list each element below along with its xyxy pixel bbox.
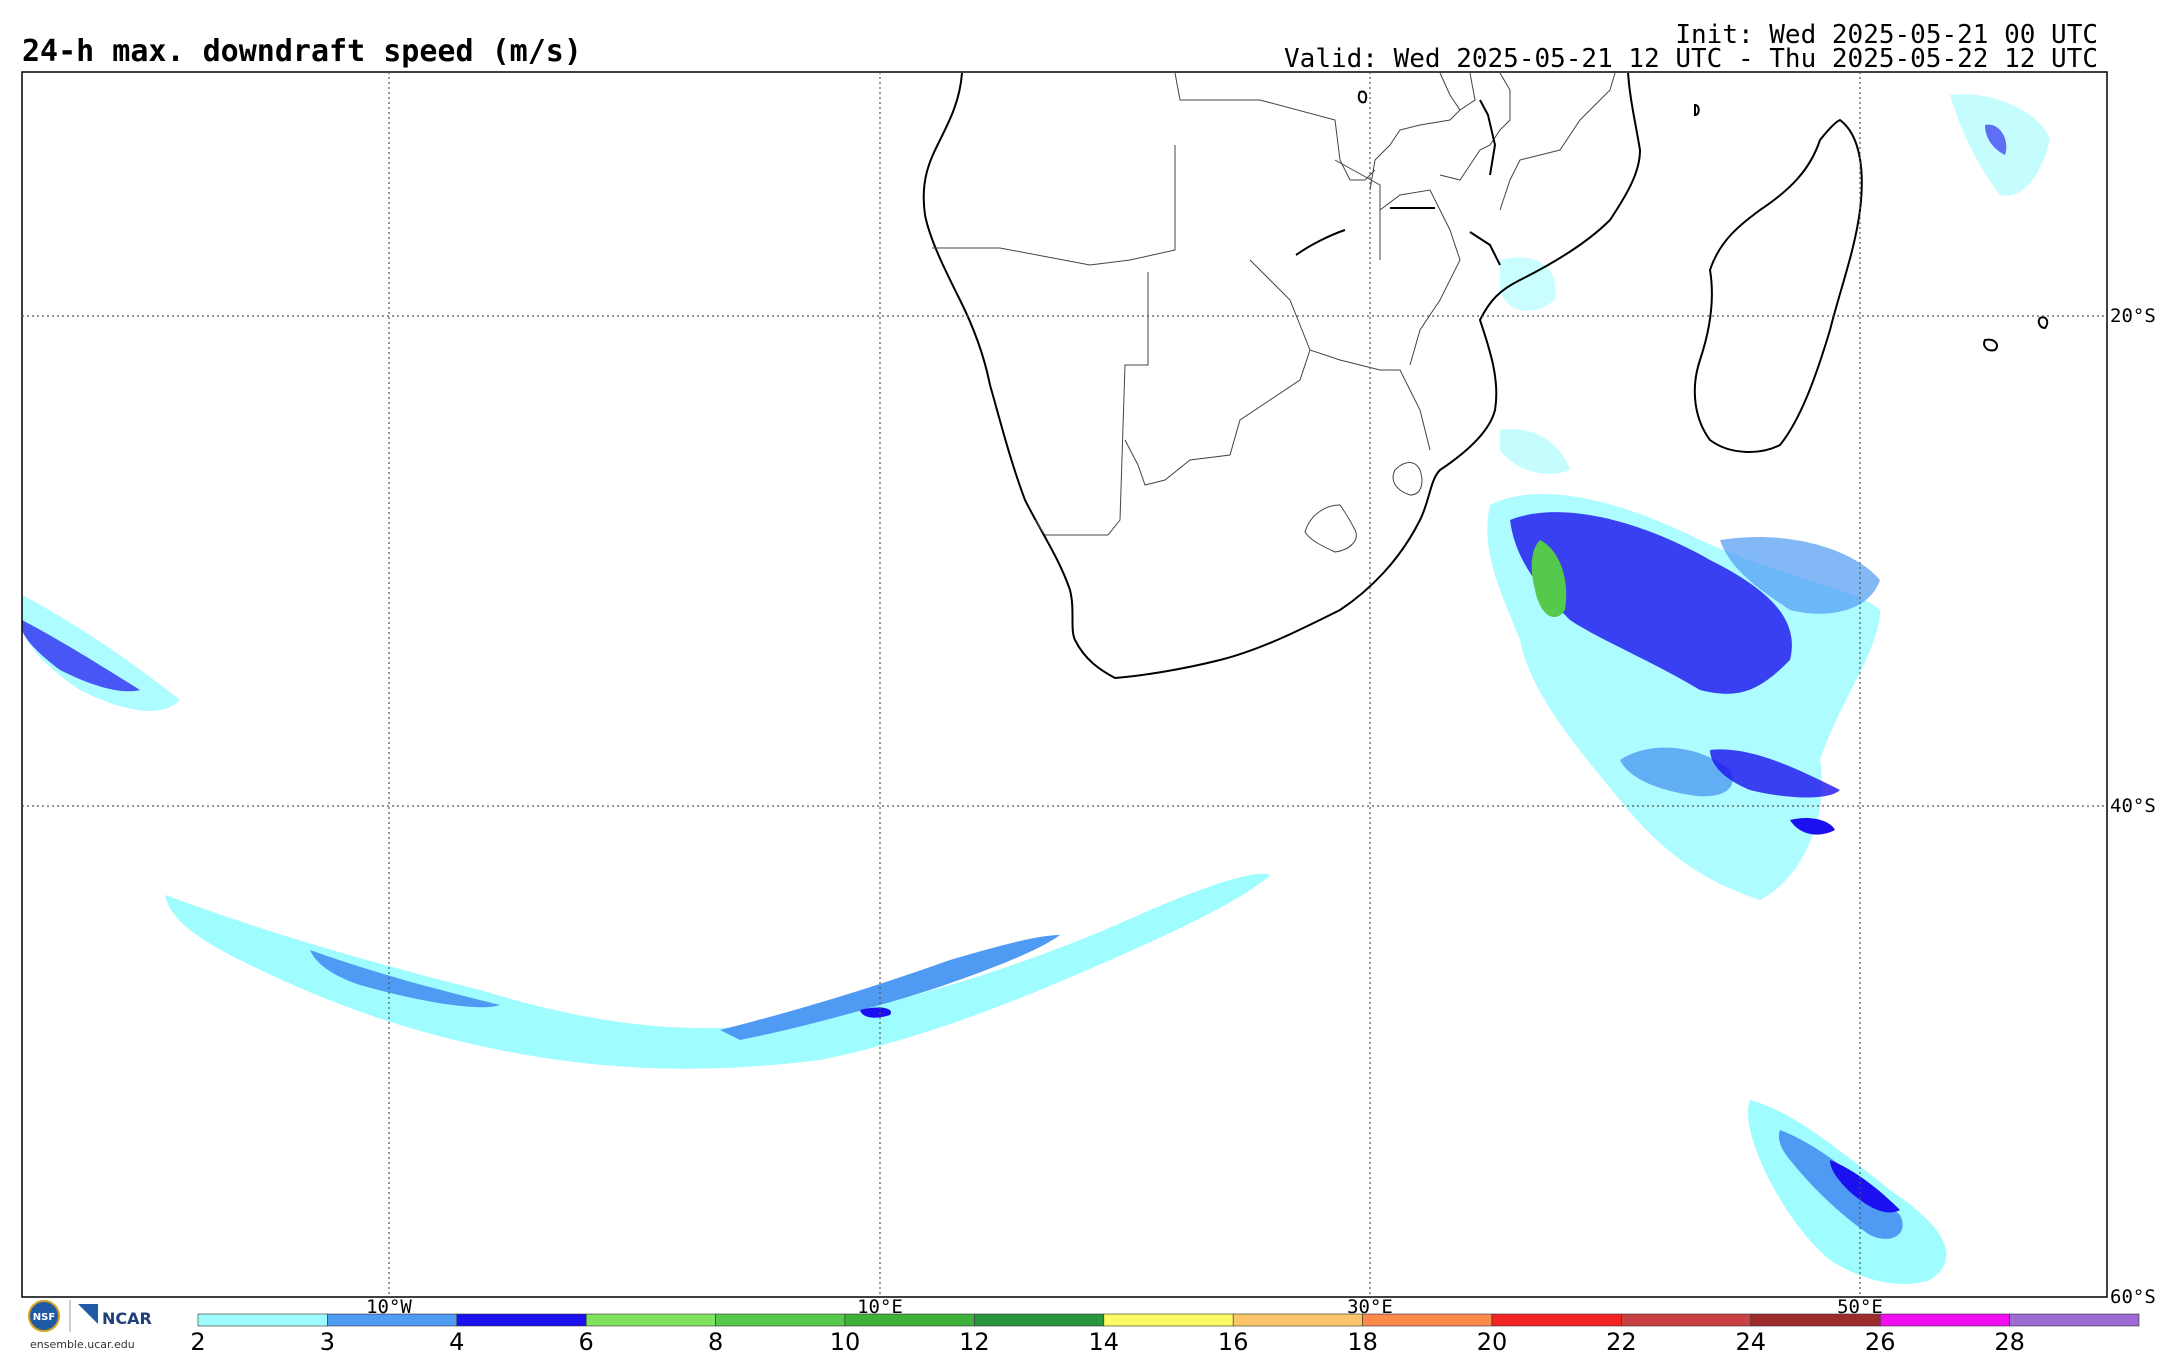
storm-southeast-of-africa	[1487, 493, 1880, 900]
lat-label: 20°S	[2110, 305, 2156, 327]
storm-south-east	[1748, 1100, 1947, 1284]
speckles-mozambique	[1500, 257, 1556, 311]
colorbar-swatch	[1232, 1313, 1363, 1327]
coastlines	[922, 72, 2049, 680]
island-mauritius	[2037, 316, 2049, 330]
colorbar-tick-label: 10	[830, 1328, 861, 1354]
colorbar-swatch	[974, 1313, 1105, 1327]
country-borders	[932, 72, 1616, 553]
colorbar-tick-label: 26	[1865, 1328, 1896, 1354]
band-west-edge	[22, 595, 180, 711]
logos: NSF NCAR	[22, 1296, 172, 1354]
lat-label: 40°S	[2110, 795, 2156, 817]
colorbar-swatch	[1491, 1313, 1622, 1327]
valid-period: Valid: Wed 2025-05-21 12 UTC - Thu 2025-…	[1284, 44, 2098, 74]
nsf-logo-text: NSF	[33, 1312, 55, 1323]
colorbar-swatch	[1879, 1313, 2010, 1327]
colorbar-swatch	[715, 1313, 846, 1327]
colorbar-tick-label: 28	[1994, 1328, 2025, 1354]
nsf-logo-icon	[29, 1301, 59, 1331]
colorbar-swatch	[327, 1313, 458, 1327]
logo-url: ensemble.ucar.edu	[30, 1338, 135, 1351]
colorbar-tick-label: 20	[1477, 1328, 1508, 1354]
colorbar-tick-label: 14	[1089, 1328, 1120, 1354]
colorbar-swatch	[1103, 1313, 1234, 1327]
colorbar: 2 3 4 6 8 10 12 14 16 18 20 22 24 26 28	[190, 1313, 2140, 1354]
colorbar-swatch	[197, 1313, 328, 1327]
graticule	[22, 72, 2107, 1297]
island-reunion	[1983, 338, 1998, 352]
latitude-labels: 20°S 40°S 60°S	[2110, 305, 2156, 1308]
ncar-logo-icon	[78, 1304, 98, 1324]
colorbar-tick-label: 8	[708, 1328, 723, 1354]
downdraft-field	[22, 94, 2050, 1284]
colorbar-swatch	[456, 1313, 587, 1327]
coastline-madagascar	[1693, 118, 1863, 453]
band-south-atlantic-arc	[165, 873, 1270, 1069]
ncar-logo-text: NCAR	[102, 1309, 152, 1328]
map-frame	[21, 71, 2108, 1298]
longitude-labels: 10°W 10°E 30°E 50°E	[366, 1296, 1883, 1318]
init-time: Init: Wed 2025-05-21 00 UTC	[1675, 20, 2098, 50]
colorbar-tick-label: 24	[1736, 1328, 1767, 1354]
colorbar-tick-label: 2	[190, 1328, 205, 1354]
map-title: 24-h max. downdraft speed (m/s)	[22, 34, 582, 69]
colorbar-tick-label: 16	[1218, 1328, 1249, 1354]
lat-label: 60°S	[2110, 1286, 2156, 1308]
colorbar-swatch	[585, 1313, 716, 1327]
lakes	[1295, 90, 1501, 266]
lon-label: 10°E	[857, 1296, 903, 1318]
colorbar-swatch	[1362, 1313, 1493, 1327]
island-comoros	[1694, 103, 1700, 117]
lon-label: 50°E	[1837, 1296, 1883, 1318]
colorbar-swatch	[1750, 1313, 1881, 1327]
colorbar-swatch	[2009, 1313, 2140, 1327]
colorbar-tick-label: 22	[1606, 1328, 1637, 1354]
colorbar-tick-label: 3	[320, 1328, 335, 1354]
colorbar-tick-label: 18	[1347, 1328, 1378, 1354]
colorbar-tick-label: 4	[449, 1328, 464, 1354]
colorbar-swatch	[844, 1313, 975, 1327]
logo-graphics: NSF NCAR	[28, 1300, 152, 1332]
coastline-africa	[922, 72, 1642, 680]
colorbar-tick-label: 12	[959, 1328, 990, 1354]
colorbar-tick-label: 6	[579, 1328, 594, 1354]
colorbar-swatch	[1621, 1313, 1752, 1327]
lon-label: 10°W	[366, 1296, 412, 1318]
lon-label: 30°E	[1347, 1296, 1393, 1318]
